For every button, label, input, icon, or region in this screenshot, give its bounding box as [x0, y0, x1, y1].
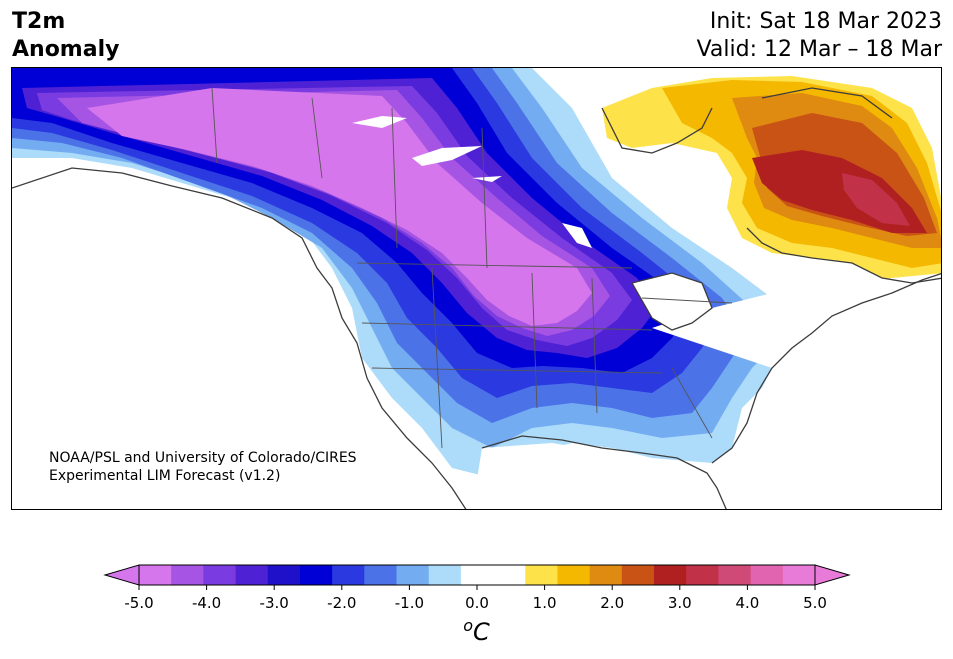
lake-shape — [472, 176, 502, 182]
colorbar-tick-label: -4.0 — [192, 594, 221, 612]
colorbar-tick-label: 2.0 — [600, 594, 624, 612]
colorbar-extend-left — [103, 564, 140, 586]
title-line1: T2m — [12, 9, 66, 34]
colorbar-segment — [460, 565, 494, 585]
colorbar-tick-label: -2.0 — [327, 594, 356, 612]
forecast-credit: NOAA/PSL and University of Colorado/CIRE… — [49, 449, 357, 485]
colorbar-segment — [493, 565, 526, 585]
map-title: T2m Anomaly — [12, 8, 119, 64]
forecast-dates: Init: Sat 18 Mar 2023 Valid: 12 Mar – 18… — [697, 8, 942, 64]
anomaly-warm-crimson — [842, 173, 910, 226]
credit-line1: NOAA/PSL and University of Colorado/CIRE… — [49, 450, 357, 466]
anomaly-map — [11, 67, 942, 510]
unit-degree: o — [463, 616, 474, 635]
great-lakes — [632, 273, 712, 330]
valid-range: Valid: 12 Mar – 18 Mar — [696, 37, 942, 62]
init-date: Init: Sat 18 Mar 2023 — [709, 9, 942, 34]
lake-shape — [412, 146, 482, 166]
colorbar-extend-right — [814, 564, 851, 586]
credit-line2: Experimental LIM Forecast (v1.2) — [49, 468, 281, 484]
colorbar-segment — [235, 565, 269, 585]
colorbar-segment — [299, 565, 333, 585]
anomaly-band-magenta — [87, 88, 592, 326]
colorbar-unit: oC — [0, 616, 953, 646]
near-zero-gulf — [472, 443, 731, 509]
colorbar-segment — [139, 565, 172, 585]
colorbar-tick-label: 3.0 — [668, 594, 692, 612]
colorbar-segment — [203, 565, 237, 585]
colorbar-segment — [718, 565, 752, 585]
colorbar-segment — [171, 565, 204, 585]
colorbar-segment — [589, 565, 623, 585]
colorbar-tick-label: 4.0 — [735, 594, 759, 612]
colorbar-segment — [654, 565, 687, 585]
colorbar-tick-label: -5.0 — [124, 594, 153, 612]
anomaly-map-svg — [12, 68, 941, 509]
colorbar-segment — [782, 565, 816, 585]
colorbar-segment — [750, 565, 784, 585]
colorbar-segment — [525, 565, 558, 585]
colorbar-tick-label: -3.0 — [260, 594, 289, 612]
colorbar-segment — [621, 565, 655, 585]
colorbar-tick-label: 1.0 — [533, 594, 557, 612]
near-zero-pacific — [12, 178, 442, 509]
colorbar-tick-label: -1.0 — [395, 594, 424, 612]
colorbar-segment — [267, 565, 301, 585]
colorbar-segment — [332, 565, 365, 585]
unit-letter: C — [473, 618, 490, 646]
colorbar-segment — [364, 565, 398, 585]
title-line2: Anomaly — [12, 37, 120, 62]
colorbar-segment — [557, 565, 591, 585]
colorbar-segment — [396, 565, 430, 585]
colorbar-segment — [428, 565, 462, 585]
colorbar-ticks: -5.0 -4.0 -3.0 -2.0 -1.0 0.0 1.0 2.0 3.0 4.0 5.0 — [124, 585, 827, 612]
state-borders — [211, 87, 733, 449]
colorbar-tick-label: 0.0 — [465, 594, 489, 612]
lake-shape — [562, 223, 592, 248]
colorbar-segment — [686, 565, 719, 585]
colorbar-tick-label: 5.0 — [803, 594, 827, 612]
colorbar: -5.0 -4.0 -3.0 -2.0 -1.0 0.0 1.0 2.0 3.0 4.0 5.0 — [103, 564, 851, 612]
near-zero-ocean — [652, 273, 941, 509]
colorbar-segments — [139, 565, 816, 585]
coastlines — [12, 87, 941, 509]
lake-shape — [352, 116, 407, 128]
